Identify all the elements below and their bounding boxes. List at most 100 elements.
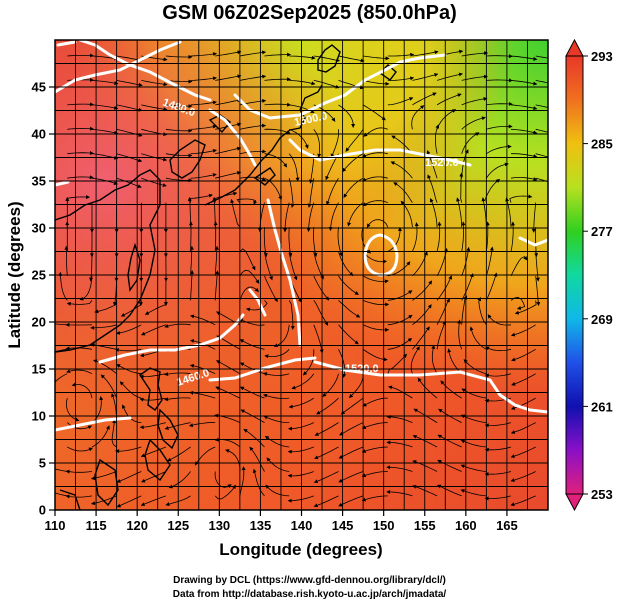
streamline: [65, 469, 93, 474]
streamline: [239, 123, 267, 130]
streamline: [387, 97, 414, 106]
streamline: [510, 324, 536, 337]
streamline: [477, 296, 487, 326]
streamline: [510, 80, 538, 86]
streamline: [66, 300, 93, 306]
streamline: [214, 484, 236, 500]
x-tick-label: 145: [332, 518, 354, 533]
x-axis-title: Longitude (degrees): [219, 540, 382, 559]
streamline: [460, 464, 487, 472]
streamline: [511, 153, 538, 159]
streamline: [116, 128, 143, 137]
streamline: [165, 54, 193, 59]
streamline: [313, 55, 341, 63]
streamline: [387, 52, 415, 57]
streamline: [213, 221, 218, 252]
streamline: [510, 55, 538, 61]
streamline: [55, 323, 68, 326]
streamline: [386, 465, 413, 472]
streamline: [510, 495, 536, 507]
streamline: [461, 295, 467, 325]
contour-label-1520-north: 1520.0: [425, 157, 459, 169]
streamline: [288, 397, 315, 409]
streamline: [263, 415, 290, 423]
colorbar-tick-label: 293: [591, 49, 613, 64]
streamline: [391, 135, 413, 154]
streamline: [447, 348, 462, 374]
streamline: [431, 344, 438, 374]
streamline: [461, 132, 480, 154]
streamline: [316, 397, 339, 415]
streamline: [264, 77, 292, 82]
streamline: [239, 248, 256, 271]
streamline: [239, 466, 246, 496]
streamline: [387, 290, 413, 301]
streamline: [531, 202, 537, 233]
x-tick-label: 165: [496, 518, 518, 533]
streamline: [387, 76, 415, 81]
streamline: [345, 129, 364, 152]
streamline: [412, 251, 428, 277]
streamline: [363, 80, 390, 86]
streamline: [239, 286, 259, 301]
streamline: [412, 50, 439, 57]
streamline: [313, 300, 329, 326]
streamline: [313, 129, 322, 158]
streamline: [435, 124, 440, 154]
streamline: [338, 324, 359, 345]
streamline: [273, 324, 290, 348]
streamline: [67, 446, 93, 452]
streamline: [485, 178, 501, 203]
streamline: [58, 271, 68, 301]
streamline: [190, 270, 195, 301]
streamline: [322, 373, 339, 397]
streamline: [511, 348, 536, 362]
streamline: [386, 489, 413, 497]
y-tick-label: 0: [39, 503, 46, 518]
streamline: [67, 175, 94, 180]
streamline: [167, 446, 191, 462]
streamline: [436, 72, 463, 81]
streamline: [67, 126, 94, 131]
streamline: [302, 349, 315, 376]
streamline: [510, 296, 526, 310]
streamline: [347, 202, 364, 227]
streamline: [411, 105, 425, 130]
streamline: [289, 128, 309, 149]
streamline: [65, 494, 93, 499]
streamline: [141, 80, 168, 87]
streamline: [436, 109, 457, 130]
streamline: [90, 324, 117, 330]
streamline: [461, 273, 474, 301]
streamline: [239, 149, 267, 155]
streamline: [362, 104, 386, 121]
x-tick-label: 155: [414, 518, 436, 533]
streamline: [190, 76, 217, 81]
streamline: [187, 196, 192, 228]
streamline: [437, 459, 462, 472]
streamline: [67, 53, 94, 58]
x-tick-label: 150: [373, 518, 395, 533]
streamline: [264, 52, 292, 57]
y-axis-title: Latitude (degrees): [5, 201, 24, 348]
x-axis-ticks: 110 115 120 125 130 135 140 145 150 155 160 165: [45, 510, 518, 533]
streamline: [338, 104, 356, 128]
streamline: [190, 173, 217, 179]
streamline: [140, 495, 167, 506]
streamline: [436, 320, 446, 350]
streamline: [264, 102, 292, 107]
y-tick-label: 5: [39, 456, 46, 471]
streamline: [440, 380, 462, 399]
streamline: [194, 446, 216, 466]
streamline: [486, 124, 513, 130]
streamline: [486, 78, 513, 83]
streamline: [510, 397, 536, 410]
streamline: [486, 272, 498, 301]
x-tick-label: 135: [250, 518, 272, 533]
streamline: [190, 148, 217, 155]
streamline: [505, 197, 512, 228]
streamline: [214, 191, 238, 203]
streamline: [141, 104, 168, 112]
streamline: [338, 446, 364, 459]
colorbar-bottom-arrow: [565, 493, 584, 512]
